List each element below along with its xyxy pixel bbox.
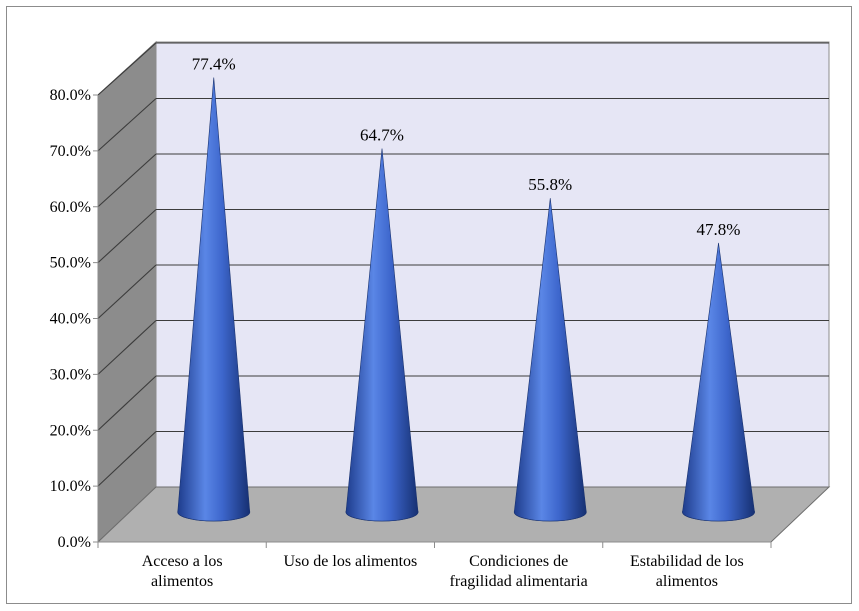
- gridline-side: [97, 431, 157, 487]
- cone-body: [513, 198, 587, 522]
- category-labels: Acceso a los alimentos Uso de los alimento…: [142, 553, 744, 590]
- y-tick-label: 50.0%: [50, 255, 91, 272]
- category-label-line: alimentos: [656, 573, 718, 590]
- cone-bar: [513, 198, 587, 522]
- y-tick-label: 80.0%: [50, 87, 91, 104]
- data-label: 55.8%: [528, 175, 572, 194]
- cone-body: [177, 77, 251, 522]
- category-label-line: alimentos: [151, 573, 213, 590]
- cone-bar: [177, 77, 251, 522]
- data-label: 77.4%: [192, 55, 236, 74]
- category-label-line: fragilidad alimentaria: [450, 573, 588, 590]
- category-label: Estabilidad de los alimentos: [630, 553, 744, 590]
- category-label-line: Uso de los alimentos: [283, 553, 417, 570]
- cone-bar: [345, 148, 419, 522]
- y-tick-label: 70.0%: [50, 143, 91, 160]
- gridline-side: [97, 264, 157, 319]
- data-labels: 77.4% 64.7% 55.8% 47.8%: [192, 55, 741, 239]
- category-label-line: Estabilidad de los: [630, 553, 744, 570]
- category-label-line: Acceso a los: [142, 553, 223, 570]
- data-label: 64.7%: [360, 125, 404, 144]
- category-label: Condiciones de fragilidad alimentaria: [450, 553, 588, 590]
- y-tick-label: 10.0%: [50, 478, 91, 495]
- y-tick-label: 40.0%: [50, 311, 91, 328]
- gridline-side: [97, 375, 157, 431]
- gridline-side: [97, 320, 157, 375]
- cone-bar: [682, 242, 755, 522]
- data-label: 47.8%: [697, 220, 741, 239]
- category-label: Acceso a los alimentos: [142, 553, 223, 590]
- gridline-side: [97, 98, 157, 152]
- y-tick-label: 0.0%: [58, 534, 91, 551]
- cone-body: [682, 242, 755, 522]
- y-tick-label: 60.0%: [50, 199, 91, 216]
- gridline-side: [97, 209, 157, 264]
- y-axis-ticks: 0.0% 10.0% 20.0% 30.0% 40.0% 50.0% 60.0% 70.0% 8…: [50, 87, 98, 551]
- cone-body: [345, 148, 419, 522]
- gridlines: [97, 42, 829, 487]
- cones: [177, 77, 755, 522]
- gridline-side: [97, 153, 157, 208]
- category-label-line: Condiciones de: [469, 553, 568, 570]
- y-tick-label: 30.0%: [50, 366, 91, 383]
- category-label: Uso de los alimentos: [283, 553, 417, 570]
- gridline-side: [97, 42, 157, 96]
- y-tick-label: 20.0%: [50, 422, 91, 439]
